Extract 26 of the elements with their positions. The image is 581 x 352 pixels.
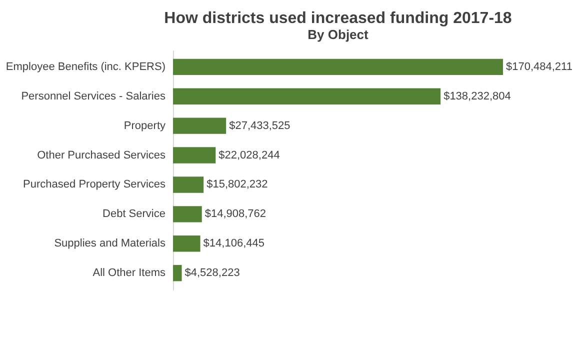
y-tick-label: Debt Service bbox=[102, 208, 166, 220]
y-tick-label: Supplies and Materials bbox=[54, 238, 166, 250]
data-label: $170,484,211 bbox=[506, 60, 572, 73]
y-tick-label: Employee Benefits (inc. KPERS) bbox=[6, 60, 166, 73]
bar bbox=[173, 58, 503, 76]
bar bbox=[173, 206, 202, 222]
bar bbox=[173, 118, 226, 134]
data-label: $4,528,223 bbox=[184, 267, 240, 280]
chart-title: How districts used increased funding 2017-18 bbox=[164, 10, 512, 27]
data-label: $15,802,232 bbox=[206, 178, 268, 191]
y-tick-label: Property bbox=[124, 120, 166, 132]
bar bbox=[173, 176, 204, 193]
bar bbox=[173, 236, 200, 252]
bar bbox=[173, 147, 216, 164]
y-tick-label: Purchased Property Services bbox=[23, 178, 166, 191]
data-label: $22,028,244 bbox=[218, 149, 280, 162]
y-tick-label: All Other Items bbox=[92, 267, 166, 280]
data-label: $14,106,445 bbox=[203, 238, 264, 250]
data-label: $27,433,525 bbox=[229, 120, 290, 132]
data-label: $138,232,804 bbox=[444, 90, 511, 102]
data-label: $14,908,762 bbox=[204, 208, 266, 220]
y-tick-label: Personnel Services - Salaries bbox=[21, 90, 166, 102]
y-tick-label: Other Purchased Services bbox=[37, 149, 166, 162]
bar bbox=[173, 264, 182, 282]
bar bbox=[173, 88, 441, 104]
chart-subtitle: By Object bbox=[308, 27, 370, 42]
